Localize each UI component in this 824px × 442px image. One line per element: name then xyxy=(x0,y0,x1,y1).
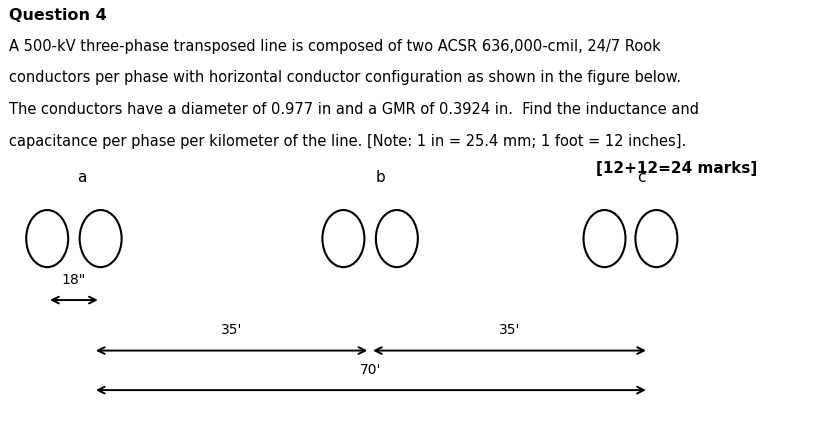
Text: 35': 35' xyxy=(221,324,242,337)
Text: The conductors have a diameter of 0.977 in and a GMR of 0.3924 in.  Find the ind: The conductors have a diameter of 0.977 … xyxy=(9,102,699,117)
Text: a: a xyxy=(77,170,87,185)
Text: capacitance per phase per kilometer of the line. [Note: 1 in = 25.4 mm; 1 foot =: capacitance per phase per kilometer of t… xyxy=(9,133,686,149)
Text: Question 4: Question 4 xyxy=(9,8,107,23)
Text: 18": 18" xyxy=(62,273,86,287)
Text: [12+12=24 marks]: [12+12=24 marks] xyxy=(596,161,757,176)
Text: conductors per phase with horizontal conductor configuration as shown in the fig: conductors per phase with horizontal con… xyxy=(9,70,681,85)
Text: 35': 35' xyxy=(499,324,520,337)
Text: A 500-kV three-phase transposed line is composed of two ACSR 636,000-cmil, 24/7 : A 500-kV three-phase transposed line is … xyxy=(9,39,661,54)
Text: c: c xyxy=(637,170,645,185)
Text: 70': 70' xyxy=(360,363,382,377)
Text: b: b xyxy=(375,170,385,185)
